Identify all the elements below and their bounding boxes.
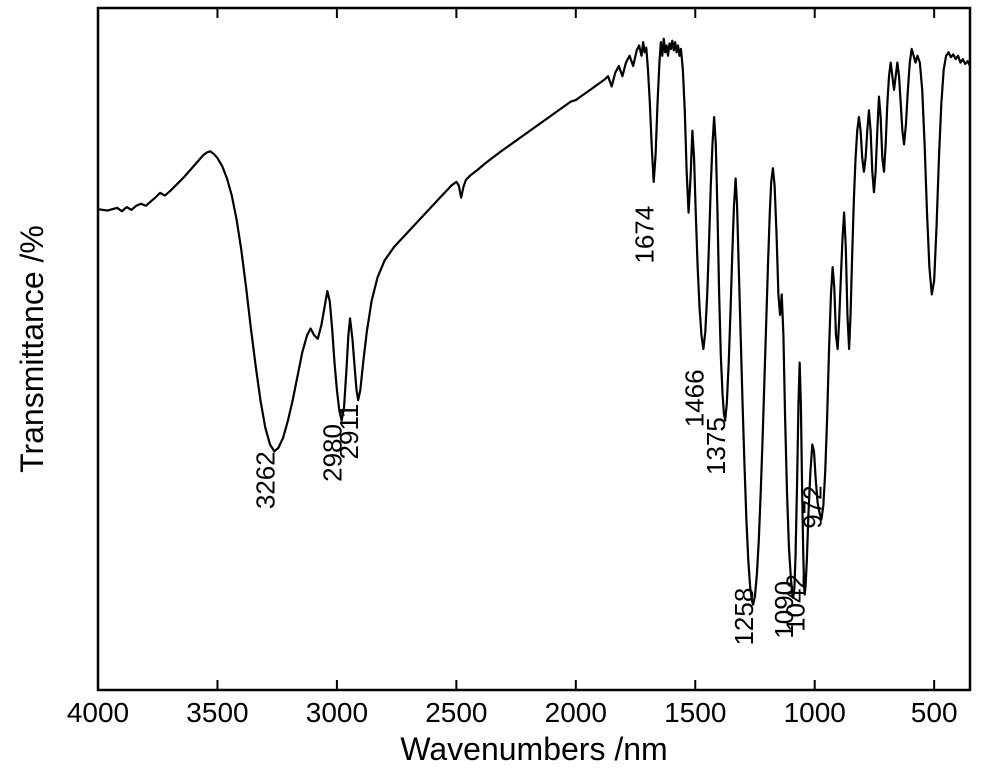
x-tick-label: 2500	[425, 697, 487, 728]
y-axis-label: Transmittance /%	[14, 225, 50, 473]
x-tick-label: 1500	[664, 697, 726, 728]
x-tick-label: 4000	[67, 697, 129, 728]
ir-spectrum-chart: 4000 3500 3000 2500 2000 1500 1000 500 Transmitt…	[0, 0, 1000, 772]
x-tick-label: 500	[911, 697, 958, 728]
peak-label: 2911	[334, 404, 364, 460]
peak-label: 1258	[729, 588, 759, 646]
peak-label: 972	[797, 485, 827, 528]
peak-label: 3262	[250, 451, 280, 509]
x-tick-label: 3000	[306, 697, 368, 728]
peak-label: 1674	[630, 206, 660, 264]
x-axis-label: Wavenumbers /nm	[400, 731, 667, 767]
x-tick-label: 3500	[186, 697, 248, 728]
x-tick-label: 2000	[545, 697, 607, 728]
x-tick-label: 1000	[784, 697, 846, 728]
peak-label: 1042	[781, 574, 811, 632]
peak-label: 1375	[701, 417, 731, 475]
